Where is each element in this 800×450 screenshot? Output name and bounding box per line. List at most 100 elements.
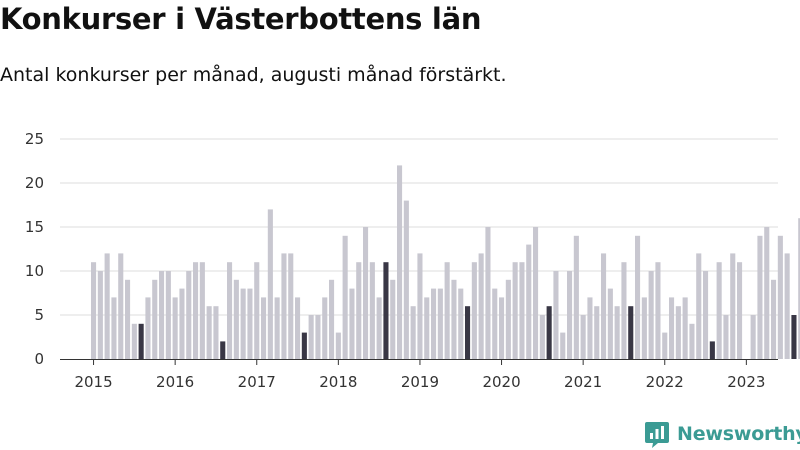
bar bbox=[648, 271, 654, 359]
bar bbox=[689, 323, 695, 359]
bar bbox=[369, 262, 375, 359]
x-tick-label: 2015 bbox=[74, 373, 112, 391]
bar bbox=[363, 227, 369, 359]
bar bbox=[621, 262, 627, 359]
bar bbox=[281, 253, 287, 359]
bar bbox=[553, 271, 559, 359]
bar bbox=[274, 297, 280, 359]
bar bbox=[771, 279, 777, 359]
bar bbox=[798, 218, 800, 359]
bar bbox=[526, 244, 532, 359]
bar bbox=[478, 253, 484, 359]
bar bbox=[601, 253, 607, 359]
bar bbox=[628, 306, 634, 359]
bar bbox=[111, 297, 117, 359]
bar bbox=[213, 306, 219, 359]
bar bbox=[159, 271, 165, 359]
bar bbox=[662, 332, 668, 359]
bar bbox=[254, 262, 260, 359]
x-tick-label: 2016 bbox=[156, 373, 194, 391]
bar bbox=[206, 306, 212, 359]
bar bbox=[492, 288, 498, 359]
bar bbox=[186, 271, 192, 359]
bar bbox=[356, 262, 362, 359]
bar bbox=[349, 288, 355, 359]
bar bbox=[703, 271, 709, 359]
bar bbox=[131, 323, 137, 359]
bar bbox=[607, 288, 613, 359]
newsworthy-logo-icon bbox=[645, 422, 669, 448]
bar bbox=[193, 262, 199, 359]
bar bbox=[220, 341, 226, 359]
bar bbox=[499, 297, 505, 359]
chart-subtitle: Antal konkurser per månad, augusti månad… bbox=[0, 64, 507, 86]
bar bbox=[451, 279, 457, 359]
bar bbox=[533, 227, 539, 359]
bar bbox=[104, 253, 110, 359]
bar bbox=[757, 235, 763, 359]
bar bbox=[614, 306, 620, 359]
bar bbox=[723, 315, 729, 359]
chart-title: Konkurser i Västerbottens län bbox=[0, 2, 482, 36]
bar bbox=[444, 262, 450, 359]
x-tick-label: 2018 bbox=[319, 373, 357, 391]
bar bbox=[485, 227, 491, 359]
bar bbox=[390, 279, 396, 359]
x-tick-label: 2022 bbox=[646, 373, 684, 391]
brand-name: Newsworthy bbox=[677, 423, 800, 445]
x-tick-label: 2023 bbox=[727, 373, 765, 391]
bar bbox=[342, 235, 348, 359]
x-tick-label: 2020 bbox=[482, 373, 520, 391]
bar bbox=[560, 332, 566, 359]
bar bbox=[635, 235, 641, 359]
bar bbox=[118, 253, 124, 359]
bar bbox=[376, 297, 382, 359]
bar bbox=[335, 332, 341, 359]
bar bbox=[784, 253, 790, 359]
bar bbox=[308, 315, 314, 359]
bar bbox=[288, 253, 294, 359]
bar bbox=[179, 288, 185, 359]
bar bbox=[138, 323, 144, 359]
y-tick-label: 5 bbox=[34, 306, 44, 324]
bar bbox=[145, 297, 151, 359]
bar bbox=[791, 315, 797, 359]
bar bbox=[295, 297, 301, 359]
bar bbox=[580, 315, 586, 359]
bar bbox=[655, 262, 661, 359]
bar bbox=[424, 297, 430, 359]
bar bbox=[329, 279, 335, 359]
bar bbox=[240, 288, 246, 359]
bar bbox=[696, 253, 702, 359]
bar bbox=[437, 288, 443, 359]
bar bbox=[397, 165, 403, 359]
bar bbox=[777, 235, 783, 359]
bar bbox=[519, 262, 525, 359]
bar bbox=[97, 271, 103, 359]
x-tick-label: 2019 bbox=[401, 373, 439, 391]
bar bbox=[165, 271, 171, 359]
bar bbox=[301, 332, 307, 359]
bar bbox=[458, 288, 464, 359]
bar bbox=[737, 262, 743, 359]
bar bbox=[587, 297, 593, 359]
y-tick-label: 0 bbox=[34, 350, 44, 368]
bar bbox=[669, 297, 675, 359]
bar bbox=[641, 297, 647, 359]
x-tick-label: 2017 bbox=[238, 373, 276, 391]
bar bbox=[233, 279, 239, 359]
bar bbox=[471, 262, 477, 359]
bar bbox=[764, 227, 770, 359]
y-tick-label: 25 bbox=[25, 130, 44, 148]
y-tick-label: 20 bbox=[25, 174, 44, 192]
bar bbox=[199, 262, 205, 359]
x-tick-label: 2021 bbox=[564, 373, 602, 391]
bar bbox=[417, 253, 423, 359]
bar bbox=[172, 297, 178, 359]
bar bbox=[567, 271, 573, 359]
bar bbox=[750, 315, 756, 359]
bar bbox=[227, 262, 233, 359]
y-tick-label: 10 bbox=[25, 262, 44, 280]
bar bbox=[465, 306, 471, 359]
